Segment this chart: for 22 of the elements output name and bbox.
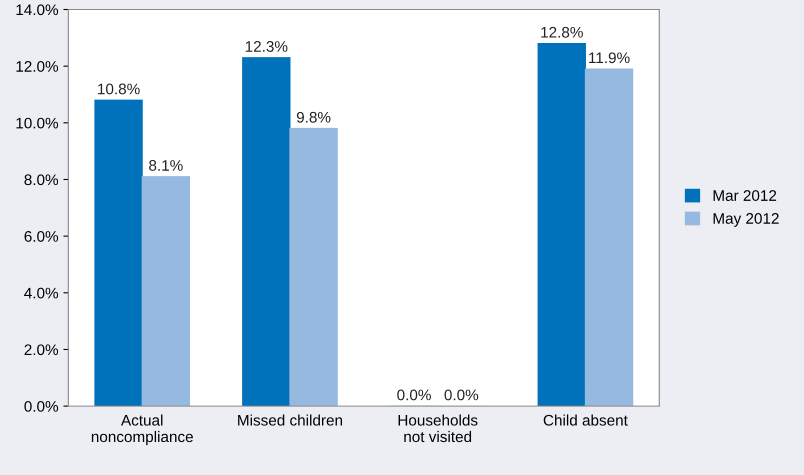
data-label: 8.1%	[149, 160, 183, 171]
y-tick-label: 6.0%	[24, 231, 58, 242]
data-label: 0.0%	[397, 390, 431, 400]
data-label: 0.0%	[444, 390, 478, 400]
y-tick-label: 8.0%	[24, 174, 58, 186]
y-tick-label: 14.0%	[16, 4, 58, 16]
legend-label: May 2012	[714, 213, 779, 227]
y-tick-label: 2.0%	[24, 344, 58, 356]
x-tick-label: Missed children	[238, 414, 342, 426]
y-tick-label: 12.0%	[16, 61, 58, 72]
data-label: 9.8%	[296, 112, 330, 123]
data-label: 10.8%	[98, 84, 140, 94]
legend-label: Mar 2012	[714, 190, 776, 201]
data-label: 12.3%	[246, 41, 288, 52]
x-tick-label: Child absent	[544, 414, 628, 426]
x-tick-label: Actual noncompliance	[92, 414, 193, 446]
data-label: 12.8%	[541, 26, 583, 38]
y-tick-label: 0.0%	[24, 400, 58, 412]
x-tick-label: Households not visited	[398, 414, 478, 442]
y-tick-label: 4.0%	[24, 288, 58, 298]
data-label: 11.9%	[589, 52, 630, 64]
y-tick-label: 10.0%	[16, 118, 58, 129]
